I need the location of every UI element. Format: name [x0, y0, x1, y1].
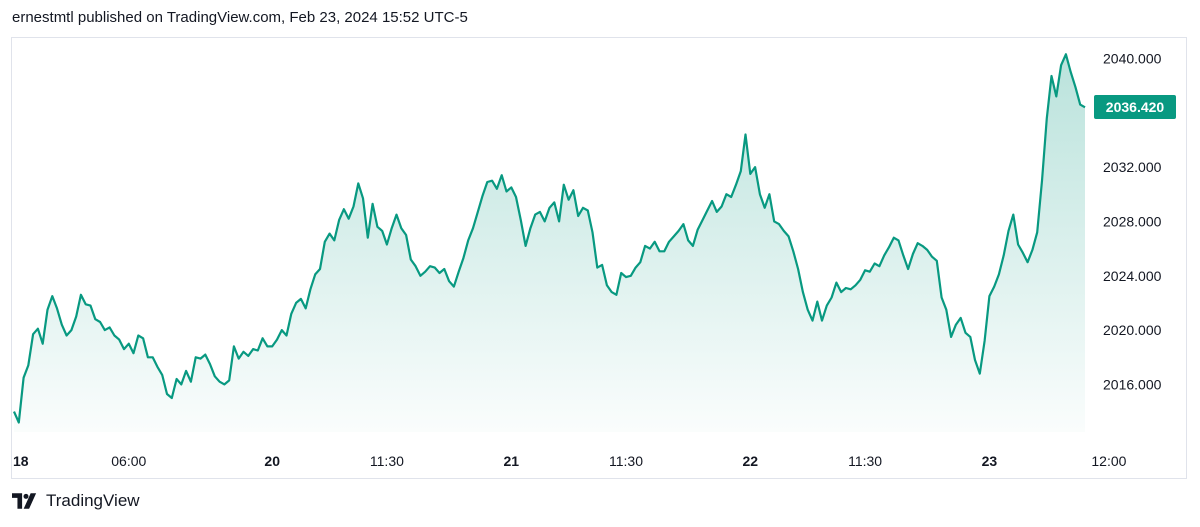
- last-price-badge: [1094, 95, 1176, 119]
- brand-name: TradingView: [46, 491, 140, 510]
- published-info: ernestmtl published on TradingView.com, …: [12, 9, 468, 26]
- x-tick-label: 12:00: [1091, 453, 1126, 469]
- x-tick-label: 11:30: [370, 453, 404, 469]
- x-tick-label: 22: [743, 453, 759, 469]
- price-area-fill: [14, 54, 1085, 433]
- y-tick-label: 2040.000: [1103, 50, 1162, 66]
- x-tick-label: 21: [504, 453, 520, 469]
- footer-branding: TradingView: [12, 491, 140, 511]
- x-tick-label: 06:00: [111, 453, 146, 469]
- tradingview-logo-icon: [12, 493, 37, 509]
- y-tick-label: 2028.000: [1103, 213, 1162, 229]
- last-price-label: 2036.420: [1106, 99, 1165, 115]
- x-tick-label: 11:30: [848, 453, 882, 469]
- y-tick-label: 2024.000: [1103, 268, 1162, 284]
- x-tick-label: 18: [13, 453, 29, 469]
- y-tick-label: 2020.000: [1103, 322, 1162, 338]
- x-tick-label: 11:30: [609, 453, 643, 469]
- chart-frame: [11, 37, 1187, 479]
- price-line: [12, 53, 1086, 424]
- x-tick-label: 20: [264, 453, 280, 469]
- y-tick-label: 2016.000: [1103, 376, 1162, 392]
- y-tick-label: 2032.000: [1103, 159, 1162, 175]
- x-tick-label: 23: [982, 453, 998, 469]
